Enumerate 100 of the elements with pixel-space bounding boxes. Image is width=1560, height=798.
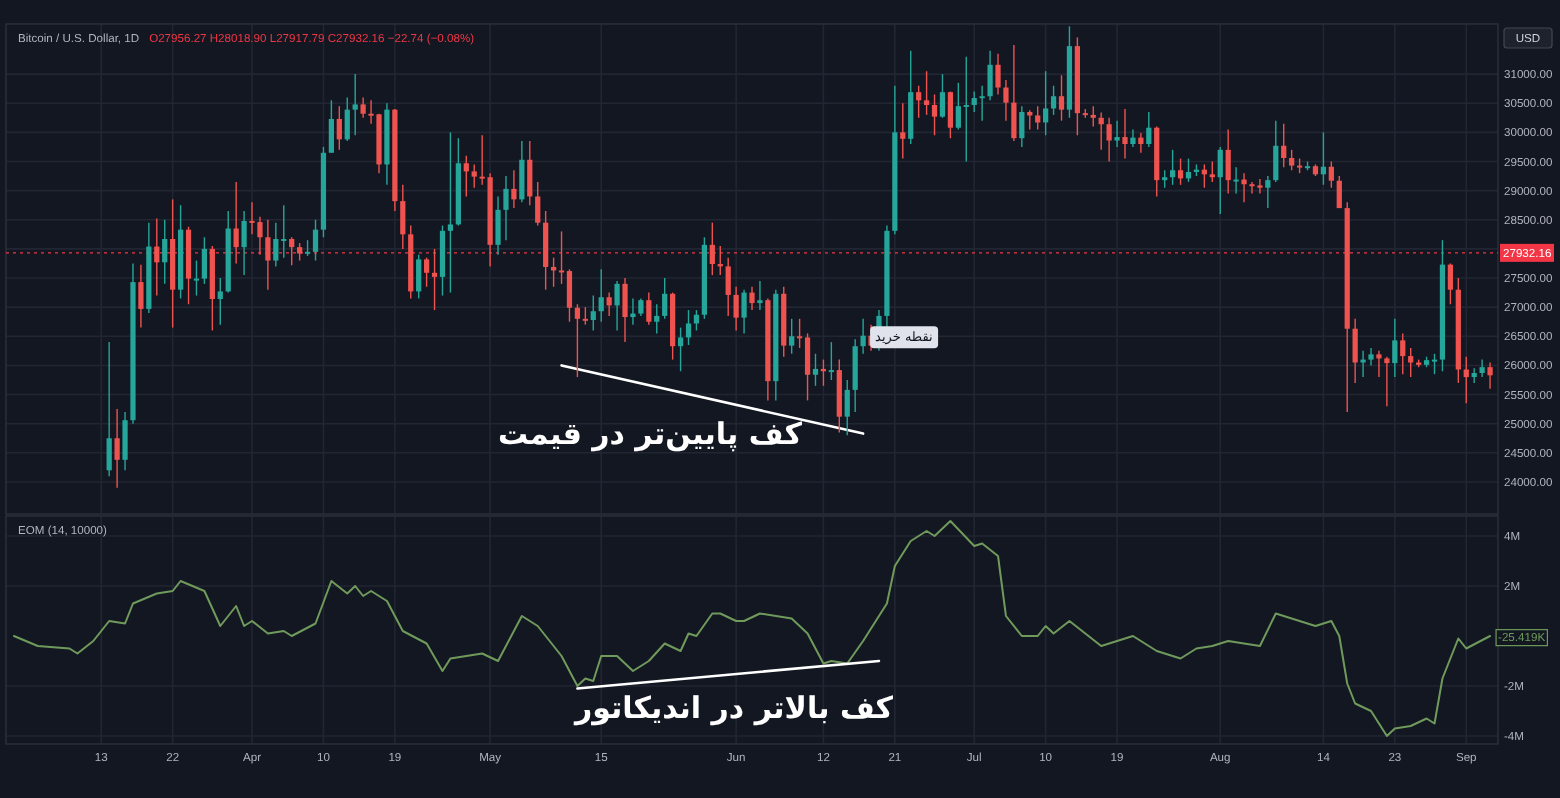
candlestick — [1281, 122, 1287, 169]
candlestick — [1384, 355, 1390, 407]
candlestick — [1328, 160, 1334, 189]
candlestick — [1225, 128, 1231, 195]
candlestick — [344, 96, 350, 142]
candlestick — [860, 318, 866, 355]
candlestick — [1122, 108, 1128, 160]
candlestick — [154, 217, 160, 297]
candlestick — [1273, 120, 1279, 183]
candlestick — [677, 326, 684, 372]
candlestick — [273, 221, 279, 268]
candlestick — [1368, 347, 1374, 367]
candlestick — [812, 353, 819, 387]
candlestick — [1408, 347, 1414, 378]
candlestick — [535, 181, 541, 227]
candlestick — [598, 268, 604, 323]
candlestick — [249, 201, 255, 236]
candlestick — [963, 55, 969, 163]
candlestick — [511, 169, 517, 209]
candlestick — [241, 210, 247, 276]
candlestick — [439, 224, 446, 297]
candlestick — [1106, 117, 1112, 163]
candlestick — [352, 73, 358, 136]
candlestick — [685, 309, 692, 346]
candlestick — [614, 280, 620, 332]
candlestick — [590, 294, 596, 332]
candlestick — [1257, 178, 1263, 195]
candlestick — [257, 216, 263, 256]
candlestick — [281, 204, 287, 259]
candlestick — [1241, 172, 1247, 203]
candlestick — [201, 236, 208, 285]
candlestick — [749, 286, 755, 311]
candlestick — [424, 256, 430, 288]
candlestick — [1376, 350, 1382, 378]
candlestick — [630, 297, 636, 326]
candlestick — [606, 291, 612, 317]
candlestick — [265, 219, 271, 291]
candlestick — [1209, 160, 1215, 183]
candlestick — [1146, 111, 1152, 148]
candlestick — [908, 50, 914, 145]
candlestick — [1019, 105, 1025, 148]
line-series — [12, 520, 1492, 737]
candlestick — [789, 318, 795, 355]
candlestick — [916, 85, 922, 119]
candlestick — [503, 175, 509, 241]
candlestick — [741, 288, 747, 335]
candlestick — [1447, 262, 1453, 305]
candlestick — [1487, 361, 1493, 390]
candlestick — [828, 341, 834, 381]
candlestick — [574, 303, 581, 378]
candlestick — [1035, 105, 1041, 131]
candlestick — [1471, 367, 1477, 384]
candlestick — [1114, 120, 1120, 148]
candlestick — [566, 268, 573, 323]
candlestick — [709, 221, 715, 276]
candlestick — [654, 303, 660, 335]
candlestick — [400, 184, 406, 250]
candlestick — [495, 195, 501, 256]
candlestick — [289, 236, 295, 266]
candlestick — [1289, 149, 1295, 171]
candlestick — [463, 154, 469, 198]
candlestick — [543, 210, 549, 291]
annotation: کف پایین‌تر در قیمت — [498, 416, 803, 452]
candlestick — [900, 102, 906, 160]
candlestick — [1011, 44, 1017, 142]
candlestick — [162, 219, 168, 285]
candlestick — [1431, 353, 1438, 375]
candlestick — [1217, 146, 1223, 215]
candlestick — [662, 277, 668, 320]
candlestick — [312, 219, 319, 262]
candlestick — [527, 140, 533, 206]
candlestick — [1050, 85, 1057, 116]
candlestick — [1360, 350, 1366, 378]
candlestick — [646, 291, 652, 326]
candlestick — [1170, 149, 1176, 186]
candlestick — [360, 96, 366, 119]
annotation: کف بالاتر در اندیکاتور — [572, 690, 894, 726]
candlestick — [328, 99, 334, 154]
candlestick — [416, 254, 422, 300]
candlestick — [931, 93, 938, 136]
candlestick — [336, 105, 342, 151]
candlestick — [1090, 105, 1096, 128]
candlestick — [979, 85, 985, 122]
candlestick — [114, 408, 120, 489]
candlestick — [1336, 175, 1342, 209]
candlestick — [1130, 128, 1136, 148]
candlestick — [757, 280, 763, 311]
candlestick — [939, 73, 946, 119]
candlestick — [217, 277, 223, 326]
candlestick — [1479, 358, 1485, 378]
candlestick — [622, 277, 628, 343]
candlestick — [233, 181, 239, 265]
candlestick — [804, 332, 811, 402]
candlestick — [193, 259, 200, 297]
candlestick — [852, 338, 858, 413]
candlestick — [987, 50, 993, 102]
candlestick — [106, 341, 112, 477]
candlestick — [1352, 318, 1358, 384]
candlestick — [122, 411, 128, 471]
candlestick — [836, 358, 842, 434]
